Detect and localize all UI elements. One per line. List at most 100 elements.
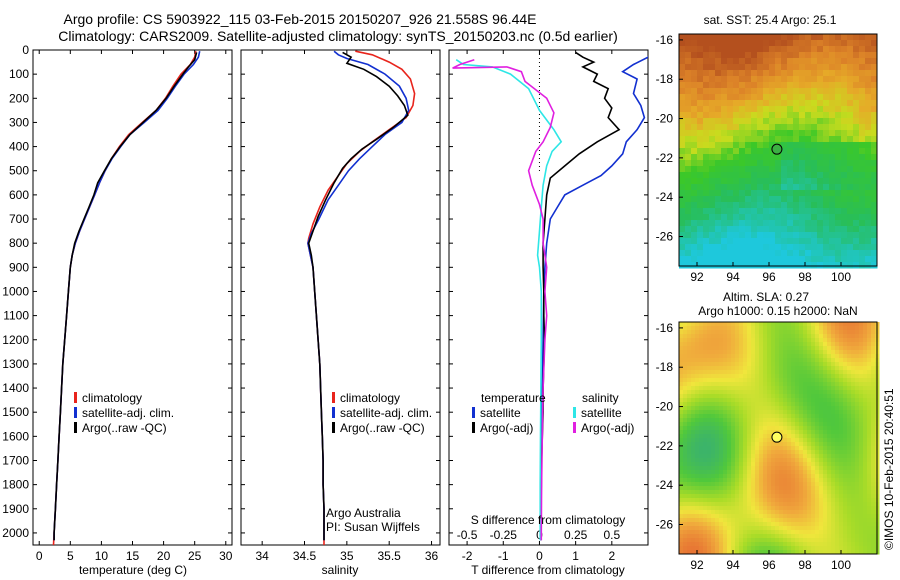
sla-cell — [799, 462, 804, 467]
sst-cell — [829, 250, 836, 257]
sst-cell — [769, 34, 776, 41]
sst-cell — [763, 34, 770, 41]
sla-cell — [819, 438, 824, 443]
sla-cell — [751, 330, 756, 335]
sst-cell — [865, 46, 872, 53]
sst-cell — [871, 100, 878, 107]
sla-cell — [695, 346, 700, 351]
sst-cell — [721, 52, 728, 59]
sla-cell — [743, 366, 748, 371]
sla-cell — [803, 378, 808, 383]
sla-cell — [707, 446, 712, 451]
sst-cell — [727, 40, 734, 47]
sla-cell — [815, 526, 820, 531]
y-tick-label: 1000 — [2, 284, 29, 298]
sla-cell — [771, 482, 776, 487]
sst-cell — [751, 70, 758, 77]
sla-cell — [775, 366, 780, 371]
sla-cell — [815, 386, 820, 391]
sla-cell — [871, 482, 876, 487]
sla-cell — [795, 534, 800, 539]
sla-cell — [791, 366, 796, 371]
sst-cell — [841, 100, 848, 107]
sla-cell — [871, 434, 876, 439]
sst-cell — [841, 40, 848, 47]
sla-cell — [831, 450, 836, 455]
sla-cell — [739, 462, 744, 467]
sla-cell — [831, 398, 836, 403]
sla-cell — [851, 530, 856, 535]
sla-cell — [743, 478, 748, 483]
sla-cell — [851, 394, 856, 399]
sla-cell — [755, 358, 760, 363]
sla-cell — [751, 454, 756, 459]
sla-cell — [743, 550, 748, 555]
sla-cell — [747, 334, 752, 339]
sla-cell — [847, 522, 852, 527]
sla-cell — [695, 418, 700, 423]
sla-cell — [703, 458, 708, 463]
sla-cell — [867, 534, 872, 539]
sla-cell — [823, 386, 828, 391]
legend-swatch-t-satellite — [472, 407, 475, 418]
sla-cell — [811, 438, 816, 443]
sla-cell — [759, 462, 764, 467]
sla-cell — [855, 514, 860, 519]
sla-cell — [731, 470, 736, 475]
sla-cell — [739, 502, 744, 507]
sla-cell — [787, 330, 792, 335]
sla-cell — [819, 394, 824, 399]
sla-cell — [819, 466, 824, 471]
sst-cell — [841, 196, 848, 203]
sla-cell — [711, 382, 716, 387]
sla-cell — [735, 378, 740, 383]
sla-cell — [803, 498, 808, 503]
sla-cell — [871, 446, 876, 451]
y-tick-label: 0 — [22, 43, 29, 57]
sst-cell — [733, 160, 740, 167]
x-tick-label: 0 — [36, 549, 43, 563]
sla-cell — [795, 430, 800, 435]
sla-cell — [695, 542, 700, 547]
sla-cell — [747, 370, 752, 375]
sla-cell — [695, 414, 700, 419]
sla-cell — [847, 506, 852, 511]
sla-cell — [743, 546, 748, 551]
sst-cell — [733, 244, 740, 251]
sst-cell — [751, 106, 758, 113]
sla-cell — [811, 362, 816, 367]
sst-cell — [733, 70, 740, 77]
sla-cell — [791, 350, 796, 355]
sla-cell — [679, 450, 684, 455]
sst-cell — [763, 70, 770, 77]
sst-cell — [823, 232, 830, 239]
sla-cell — [679, 414, 684, 419]
sla-cell — [867, 378, 872, 383]
sla-cell — [819, 322, 824, 327]
sla-cell — [755, 526, 760, 531]
map-y-tick-label: -18 — [656, 72, 674, 86]
sla-cell — [791, 518, 796, 523]
sst-cell — [751, 136, 758, 143]
sla-cell — [687, 550, 692, 555]
sla-cell — [827, 330, 832, 335]
sla-cell — [759, 350, 764, 355]
sla-cell — [779, 466, 784, 471]
map-y-tick-label: -16 — [656, 33, 674, 47]
sla-cell — [679, 510, 684, 515]
sla-cell — [723, 442, 728, 447]
sla-cell — [835, 514, 840, 519]
sla-cell — [719, 422, 724, 427]
sla-cell — [687, 530, 692, 535]
sst-cell — [793, 226, 800, 233]
y-tick-label: 1400 — [2, 381, 29, 395]
sla-cell — [683, 398, 688, 403]
sst-cell — [787, 106, 794, 113]
sla-cell — [723, 414, 728, 419]
sla-cell — [731, 450, 736, 455]
sst-cell — [727, 184, 734, 191]
sla-cell — [815, 510, 820, 515]
sla-cell — [691, 546, 696, 551]
sst-cell — [751, 124, 758, 131]
sla-cell — [683, 494, 688, 499]
